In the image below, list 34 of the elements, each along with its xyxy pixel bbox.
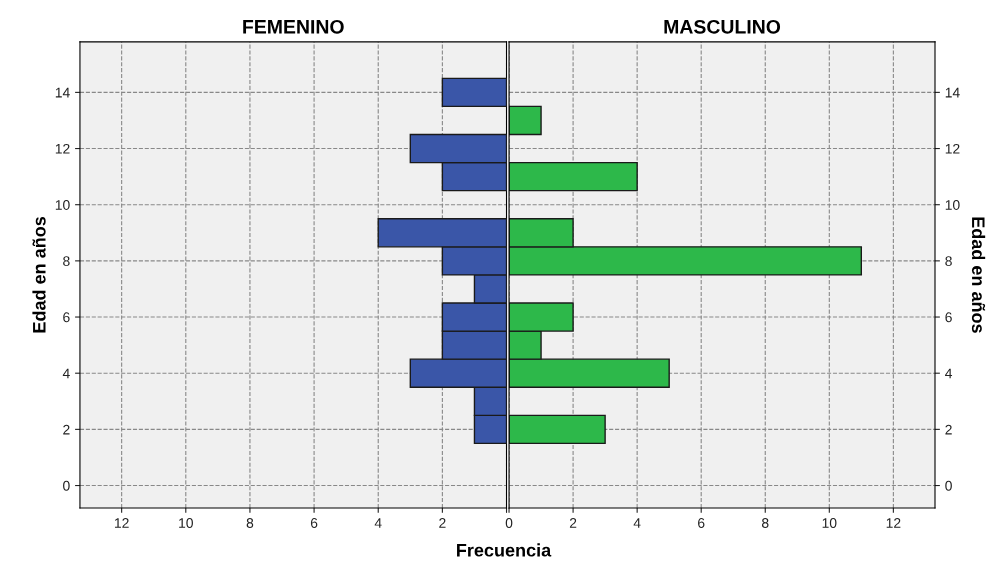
x-axis-title: Frecuencia [457,543,552,557]
y-tick-label: 10 [945,200,960,210]
y-axis-title: Edad en años [32,216,46,333]
x-tick-label: 8 [762,518,769,528]
y-tick-label: 4 [945,368,953,379]
x-tick-label: 0 [505,518,513,528]
x-tick-label: 10 [179,518,193,528]
y-axis-title: Edad en años [971,217,986,333]
x-tick-label: 4 [374,518,382,528]
y-tick-label: 12 [945,143,960,154]
y-tick-label: 10 [55,200,70,210]
chart-title: MASCULINO [664,19,781,34]
x-tick-label: 12 [886,518,901,528]
y-tick-label: 2 [63,424,70,435]
y-tick-label: 4 [62,368,70,379]
chart-title: FEMENINO [243,19,344,34]
y-tick-label: 0 [63,480,70,491]
x-tick-label: 6 [698,518,705,528]
y-tick-label: 6 [63,312,70,323]
y-tick-label: 2 [945,424,952,435]
x-tick-label: 2 [439,518,446,528]
y-tick-label: 8 [63,256,70,267]
x-tick-label: 4 [633,518,641,528]
y-tick-label: 6 [945,312,952,323]
y-tick-label: 12 [55,143,70,154]
x-tick-label: 12 [114,518,129,528]
x-tick-label: 8 [246,518,254,528]
y-tick-label: 14 [55,87,70,98]
y-tick-label: 14 [945,87,960,98]
x-tick-label: 2 [569,518,577,528]
x-tick-label: 10 [822,518,837,528]
y-tick-label: 8 [945,256,952,267]
x-tick-label: 6 [310,518,318,528]
y-tick-label: 0 [945,480,952,491]
